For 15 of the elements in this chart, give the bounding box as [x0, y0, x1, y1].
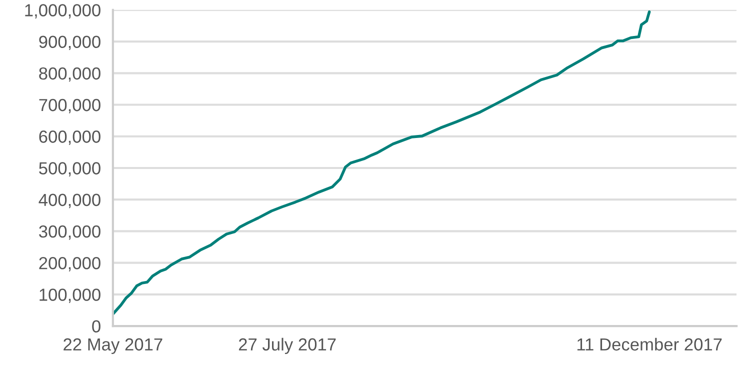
y-tick-label: 100,000 [40, 288, 100, 303]
y-tick-label: 900,000 [39, 36, 100, 50]
y-tick-label: 300,000 [39, 225, 100, 240]
y-tick-label: 200,000 [39, 256, 100, 272]
y-tick-label: 400,000 [38, 194, 100, 208]
y-tick-label: 1,000,000 [25, 4, 100, 18]
y-tick-label: 500,000 [39, 162, 100, 177]
x-tick-label: 27 July 2017 [238, 338, 336, 354]
x-tick-label: 11 December 2017 [577, 338, 722, 351]
y-tick-label: 700,000 [39, 98, 100, 114]
line-series [112, 10, 651, 316]
y-tick-label: 600,000 [39, 130, 100, 145]
x-tick-label: 22 May 2017 [64, 338, 162, 354]
y-tick-label: 800,000 [39, 67, 100, 82]
y-tick-label: 0 [92, 320, 100, 333]
